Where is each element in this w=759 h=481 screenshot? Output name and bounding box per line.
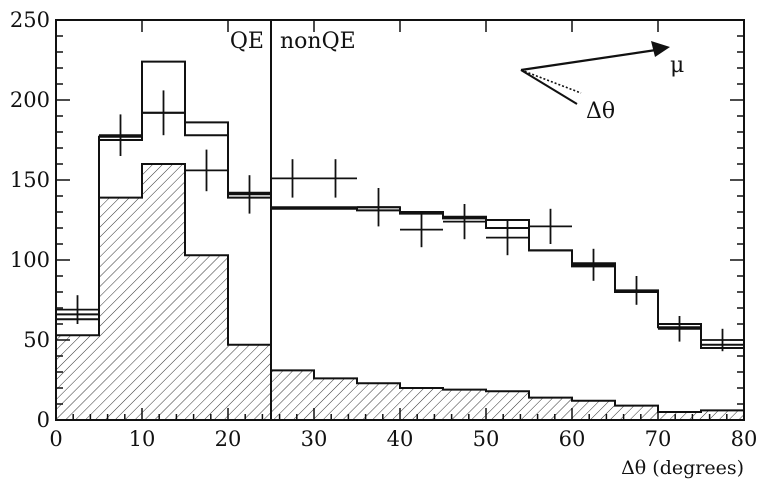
hatched-bin [529,397,572,420]
x-tick-label: 40 [387,427,414,451]
x-tick-label: 30 [301,427,328,451]
hatched-bin [658,412,701,420]
x-tick-label: 80 [731,427,758,451]
hatched-bin [142,164,185,420]
data-points-layer [56,90,744,352]
hatched-bin [56,335,99,420]
y-tick-label: 200 [10,88,50,112]
y-tick-label: 250 [10,8,50,32]
data-point [357,188,400,227]
hatched-histogram-outline [55,163,745,420]
qe-label: QE [230,29,264,54]
x-tick-label: 0 [49,427,62,451]
muon-arrow-head-icon [651,41,670,57]
data-point [658,316,701,342]
nonqe-label: nonQE [280,29,356,54]
hatched-bin [185,255,228,420]
hatched-bin [615,405,658,420]
hatched-bin [357,383,400,420]
y-tick-label: 0 [37,408,50,432]
hatched-bin [314,378,357,420]
hatched-bin [486,391,529,420]
data-point [314,159,357,198]
x-axis-label: Δθ (degrees) [621,457,744,479]
data-point [529,208,572,244]
x-tick-label: 60 [559,427,586,451]
data-point [271,159,314,198]
axes-layer: 0 10 20 30 40 50 60 70 80 0 50 100 150 200 250 [10,8,757,451]
x-tick-label: 10 [129,427,156,451]
data-point [486,220,529,256]
data-point [56,295,99,324]
hatched-bin [572,400,615,420]
hatched-bin [271,370,314,420]
hatched-bin [443,389,486,420]
histogram-layer [55,60,745,420]
hatched-bin [99,197,142,420]
hatched-bin [701,410,744,420]
data-point [142,90,185,136]
x-tick-label: 70 [645,427,672,451]
x-tick-label: 50 [473,427,500,451]
data-point [185,149,228,192]
kinematics-inset: μ Δθ [520,41,684,124]
data-point [572,248,615,281]
x-tick-label: 20 [215,427,242,451]
y-tick-label: 100 [10,248,50,272]
hatched-bin [400,388,443,420]
reco-direction-line [520,69,578,105]
y-tick-label: 150 [10,168,50,192]
dtheta-annotation: Δθ [586,99,615,124]
mu-label: μ [670,53,684,78]
muon-arrow-shaft [520,48,657,72]
data-point [443,204,486,240]
data-point [228,175,271,214]
data-point [615,276,658,305]
hatched-bin [228,344,271,420]
true-direction-line [520,69,582,94]
y-tick-label: 50 [23,328,50,352]
data-point [99,114,142,156]
data-point [400,212,443,248]
